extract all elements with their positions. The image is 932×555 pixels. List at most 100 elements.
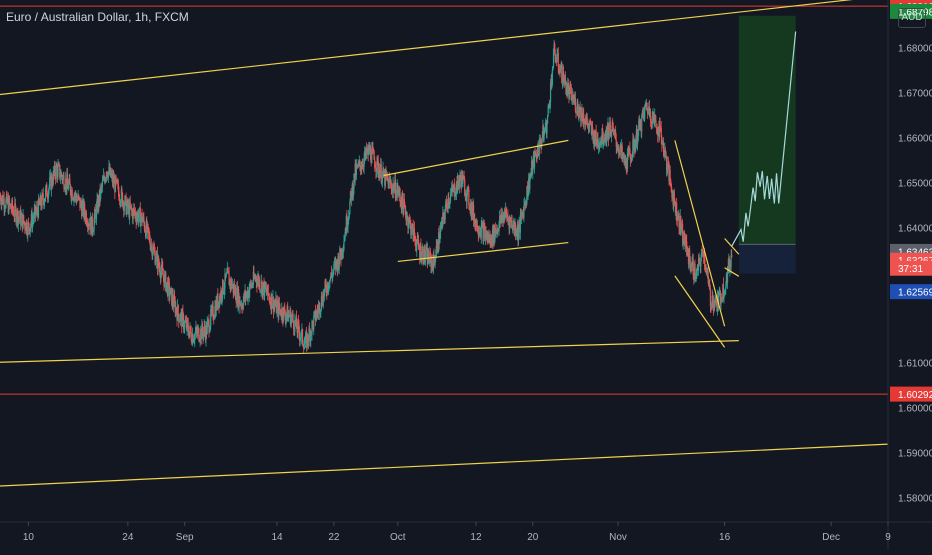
- candle-body: [274, 304, 276, 306]
- candle-body: [129, 202, 131, 208]
- trendline[interactable]: [674, 275, 726, 348]
- candle-body: [298, 332, 301, 341]
- candle-body: [154, 251, 156, 265]
- price-tick-label: 1.60000: [898, 403, 932, 414]
- candle-body: [710, 305, 713, 307]
- candle-body: [449, 201, 451, 203]
- candle-body: [610, 131, 613, 138]
- candle-body: [375, 168, 377, 172]
- forecast-path[interactable]: [731, 31, 797, 247]
- candle-body: [87, 224, 89, 228]
- candle-body: [278, 302, 281, 310]
- price-tick-label: 1.67000: [898, 88, 932, 99]
- candle-body: [213, 318, 215, 320]
- candle-body: [406, 217, 408, 221]
- candle-body: [150, 246, 152, 250]
- price-tick-label: 1.65000: [898, 178, 932, 189]
- candle-body: [673, 191, 675, 201]
- candle-body: [190, 331, 192, 341]
- candle-body: [71, 190, 73, 200]
- candle-body: [534, 151, 536, 157]
- candle-body: [464, 179, 466, 196]
- candle-body: [4, 207, 6, 209]
- candle-body: [689, 249, 691, 260]
- candle-body: [167, 279, 169, 296]
- candle-body: [457, 175, 459, 184]
- trendline[interactable]: [0, 443, 889, 487]
- candle-body: [571, 99, 573, 101]
- candle-body: [631, 156, 633, 160]
- candle-body: [153, 247, 155, 250]
- trendline[interactable]: [383, 139, 569, 177]
- candle-body: [574, 98, 577, 112]
- candle-body: [350, 191, 352, 194]
- time-tick-label: 16: [719, 532, 731, 543]
- candle-body: [507, 219, 510, 221]
- candle-body: [383, 167, 385, 177]
- candle-body: [192, 340, 195, 343]
- candle-body: [731, 255, 733, 258]
- candle-body: [40, 196, 42, 206]
- candle-body: [303, 344, 305, 350]
- target-zone[interactable]: [738, 15, 796, 245]
- candle-body: [424, 246, 426, 260]
- currency-button[interactable]: AUD: [898, 8, 926, 28]
- trendline[interactable]: [724, 267, 740, 277]
- candle-body: [544, 129, 546, 131]
- candle-body: [319, 312, 321, 314]
- candle-body: [680, 215, 682, 231]
- candle-body: [612, 127, 614, 132]
- candle-body: [651, 123, 653, 125]
- candle-body: [34, 205, 37, 215]
- candle-body: [33, 210, 35, 219]
- candle-body: [593, 130, 595, 146]
- candle-body: [69, 178, 71, 185]
- candle-body: [705, 266, 707, 271]
- trendline[interactable]: [724, 238, 740, 255]
- candle-body: [85, 213, 88, 224]
- candle-body: [676, 220, 678, 221]
- candle-body: [264, 281, 266, 297]
- stop-zone[interactable]: [738, 244, 796, 274]
- candle-body: [86, 223, 88, 225]
- candle-body: [23, 222, 25, 223]
- trendline[interactable]: [0, 0, 888, 96]
- candle-body: [625, 157, 627, 169]
- candle-body: [223, 288, 225, 293]
- candle-body: [155, 254, 157, 262]
- candle-body: [509, 218, 511, 229]
- candle-body: [445, 201, 447, 211]
- candle-body: [212, 306, 214, 319]
- candle-body: [590, 123, 592, 125]
- candle-body: [301, 329, 304, 344]
- candle-body: [62, 176, 64, 181]
- trendline[interactable]: [674, 140, 726, 327]
- candle-body: [650, 111, 652, 123]
- candle-body: [330, 272, 332, 278]
- candle-body: [515, 234, 517, 236]
- candle-body: [15, 219, 18, 223]
- candle-body: [420, 259, 423, 261]
- candle-body: [448, 198, 450, 206]
- candle-body: [51, 176, 53, 184]
- candle-body: [604, 140, 606, 141]
- candle-body: [46, 196, 48, 198]
- trendline[interactable]: [397, 241, 569, 263]
- candle-body: [510, 218, 512, 223]
- candle-body: [541, 141, 543, 148]
- candle-body: [515, 224, 517, 236]
- candle-body: [317, 306, 320, 314]
- candle-body: [76, 199, 78, 203]
- candle-body: [158, 257, 160, 266]
- candle-body: [255, 276, 257, 282]
- trendline[interactable]: [0, 340, 739, 363]
- candle-body: [536, 157, 538, 159]
- time-tick-label: 24: [122, 532, 134, 543]
- candle-body: [20, 216, 22, 226]
- candle-body: [1, 199, 3, 206]
- candle-body: [410, 222, 412, 236]
- candle-body: [556, 54, 558, 61]
- candle-body: [14, 203, 16, 216]
